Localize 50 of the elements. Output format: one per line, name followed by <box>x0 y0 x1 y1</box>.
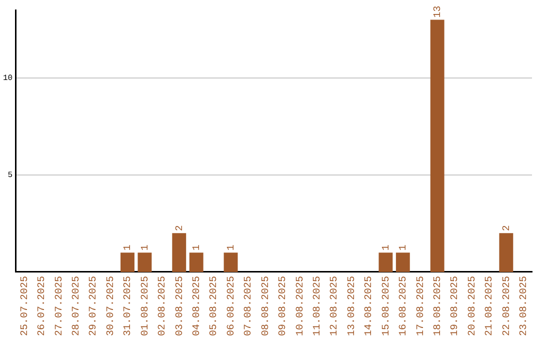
x-tick-label: 01.08.2025 <box>140 276 152 336</box>
x-tick-label: 07.08.2025 <box>244 276 255 336</box>
data-label: 13 <box>432 6 444 18</box>
bar <box>378 252 393 272</box>
x-tick-label: 23.08.2025 <box>519 276 530 336</box>
x-tick-label: 30.07.2025 <box>106 276 117 336</box>
x-tick-label: 28.07.2025 <box>71 276 82 336</box>
x-tick-label: 06.08.2025 <box>226 276 238 336</box>
bar <box>138 252 152 272</box>
data-label: 1 <box>192 244 203 251</box>
x-tick-label: 14.08.2025 <box>364 276 376 336</box>
x-tick-label: 12.08.2025 <box>330 276 341 336</box>
bar <box>120 252 134 272</box>
x-tick-label: 13.08.2025 <box>346 276 358 336</box>
x-tick-label: 20.08.2025 <box>467 276 478 336</box>
bar <box>396 252 410 272</box>
bar <box>224 252 238 272</box>
x-tick-label: 21.08.2025 <box>484 276 496 336</box>
x-tick-label: 26.07.2025 <box>37 276 48 336</box>
x-tick-label: 29.07.2025 <box>88 276 100 336</box>
x-tick-label: 11.08.2025 <box>312 276 324 336</box>
data-label: 1 <box>140 244 152 251</box>
data-label: 1 <box>381 244 392 251</box>
y-tick-label: 10 <box>2 74 13 84</box>
data-label: 2 <box>174 225 186 232</box>
x-tick-label: 09.08.2025 <box>278 276 290 336</box>
data-label: 1 <box>123 244 134 251</box>
x-tick-label: 22.08.2025 <box>502 276 513 336</box>
x-tick-label: 03.08.2025 <box>174 276 186 336</box>
x-tick-label: 05.08.2025 <box>209 276 220 336</box>
bar <box>189 252 204 272</box>
x-tick-label: 18.08.2025 <box>432 276 444 336</box>
x-tick-label: 17.08.2025 <box>416 276 427 336</box>
x-tick-label: 19.08.2025 <box>450 276 462 336</box>
x-tick-label: 16.08.2025 <box>398 276 410 336</box>
data-label: 1 <box>398 244 410 251</box>
x-tick-label: 08.08.2025 <box>260 276 272 336</box>
x-tick-label: 15.08.2025 <box>381 276 392 336</box>
bar <box>172 233 186 272</box>
bar <box>430 20 444 272</box>
data-label: 2 <box>502 225 513 232</box>
x-tick-label: 25.07.2025 <box>20 276 31 336</box>
x-tick-label: 04.08.2025 <box>192 276 203 336</box>
x-tick-label: 02.08.2025 <box>158 276 169 336</box>
y-tick-label: 5 <box>8 171 13 180</box>
bar <box>499 233 514 272</box>
x-tick-label: 10.08.2025 <box>295 276 306 336</box>
x-tick-label: 27.07.2025 <box>54 276 66 336</box>
x-tick-label: 31.07.2025 <box>123 276 134 336</box>
data-label: 1 <box>226 244 238 251</box>
